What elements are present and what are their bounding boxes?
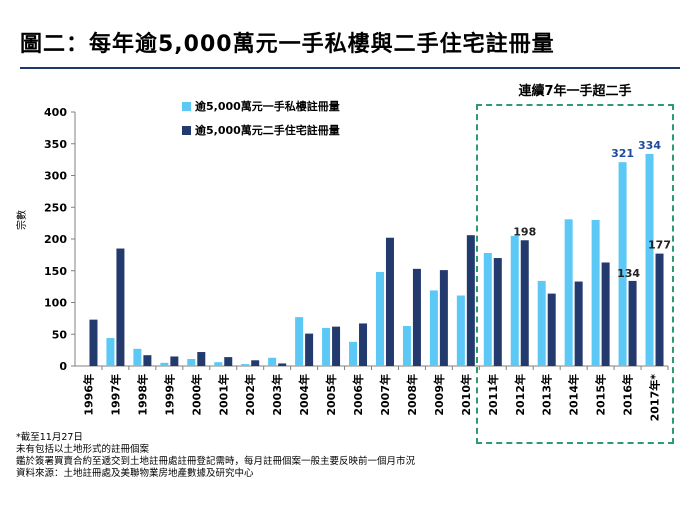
bar-first-hand bbox=[322, 327, 331, 366]
legend-swatch-first-hand bbox=[182, 101, 191, 111]
x-tick-label: 2000年 bbox=[189, 374, 203, 416]
highlight-label: 連續7年一手超二手 bbox=[518, 84, 632, 99]
x-tick-label: 2003年 bbox=[270, 374, 284, 416]
bar-first-hand bbox=[618, 162, 627, 366]
footnote: 資料來源：土地註冊處及美聯物業房地產數據及研究中心 bbox=[16, 468, 254, 479]
bar-first-hand bbox=[295, 317, 304, 366]
bar-first-hand bbox=[645, 153, 654, 366]
y-tick-label: 250 bbox=[44, 201, 67, 214]
bar-second-hand bbox=[197, 352, 206, 366]
x-tick-label: 2011年 bbox=[486, 374, 500, 416]
bar-first-hand bbox=[456, 295, 465, 366]
y-tick-label: 400 bbox=[44, 106, 67, 119]
bar-second-hand bbox=[574, 281, 583, 366]
data-label: 134 bbox=[617, 267, 640, 280]
bar-second-hand bbox=[332, 326, 341, 366]
bar-first-hand bbox=[591, 219, 600, 366]
bar-first-hand bbox=[268, 357, 277, 366]
x-tick-label: 2017年* bbox=[648, 374, 662, 422]
x-tick-label: 2002年 bbox=[243, 374, 257, 416]
x-tick-label: 2013年 bbox=[540, 374, 554, 416]
footnotes: *截至11月27日 未有包括以土地形式的註冊個案 鑑於簽署買賣合約至遞交到土地註… bbox=[16, 432, 415, 480]
data-label: 198 bbox=[513, 225, 536, 238]
y-tick-label: 200 bbox=[44, 233, 67, 246]
bar-second-hand bbox=[655, 253, 664, 366]
x-tick-label: 1999年 bbox=[162, 374, 176, 416]
highlight-box bbox=[476, 104, 674, 444]
bar-first-hand bbox=[564, 219, 573, 366]
bar-first-hand bbox=[160, 362, 169, 366]
bar-second-hand bbox=[412, 268, 421, 366]
data-label: 321 bbox=[611, 147, 634, 160]
bar-second-hand bbox=[520, 240, 529, 366]
bar-second-hand bbox=[251, 360, 260, 366]
bar-second-hand bbox=[601, 262, 610, 366]
footnote: 鑑於簽署買賣合約至遞交到土地註冊處註冊登記需時，每月註冊個案一般主要反映前一個月… bbox=[16, 456, 416, 467]
bar-first-hand bbox=[483, 252, 492, 366]
x-tick-label: 2004年 bbox=[297, 374, 311, 416]
footnote: *截至11月27日 bbox=[16, 432, 83, 443]
x-tick-label: 1996年 bbox=[81, 374, 95, 416]
bar-first-hand bbox=[402, 325, 411, 366]
legend-label-second-hand: 逾5,000萬元二手住宅註冊量 bbox=[195, 124, 340, 137]
title-divider bbox=[20, 67, 680, 69]
y-tick-label: 0 bbox=[59, 360, 67, 373]
bar-first-hand bbox=[214, 362, 223, 366]
chart-title: 圖二：每年逾5,000萬元一手私樓與二手住宅註冊量 bbox=[20, 32, 555, 57]
bar-second-hand bbox=[89, 319, 98, 366]
bar-first-hand bbox=[510, 235, 519, 366]
legend-item-second-hand: 逾5,000萬元二手住宅註冊量 bbox=[182, 122, 340, 138]
bar-second-hand bbox=[439, 270, 448, 366]
y-tick-label: 50 bbox=[52, 328, 68, 341]
legend-item-first-hand: 逾5,000萬元一手私樓註冊量 bbox=[182, 98, 340, 114]
y-tick-label: 350 bbox=[44, 138, 67, 151]
x-tick-label: 2012年 bbox=[513, 374, 527, 416]
x-tick-label: 2007年 bbox=[378, 374, 392, 416]
bar-second-hand bbox=[116, 248, 125, 366]
y-tick-label: 300 bbox=[44, 170, 67, 183]
x-tick-label: 2014年 bbox=[567, 374, 581, 416]
x-tick-label: 2016年 bbox=[621, 374, 635, 416]
bar-second-hand bbox=[547, 293, 556, 366]
x-tick-label: 2008年 bbox=[405, 374, 419, 416]
x-tick-label: 2005年 bbox=[324, 374, 338, 416]
bar-second-hand bbox=[385, 237, 394, 366]
x-tick-label: 2010年 bbox=[459, 374, 473, 416]
x-tick-label: 2001年 bbox=[216, 374, 230, 416]
bar-second-hand bbox=[143, 355, 152, 366]
y-tick-label: 150 bbox=[44, 265, 67, 278]
bar-first-hand bbox=[537, 280, 546, 366]
x-tick-label: 2006年 bbox=[351, 374, 365, 416]
bar-first-hand bbox=[375, 272, 384, 366]
footnote: 未有包括以土地形式的註冊個案 bbox=[16, 444, 150, 455]
x-tick-label: 1998年 bbox=[135, 374, 149, 416]
data-label: 334 bbox=[638, 139, 661, 152]
bar-second-hand bbox=[628, 280, 637, 366]
bar-first-hand bbox=[106, 338, 115, 366]
bar-first-hand bbox=[429, 290, 438, 366]
bar-second-hand bbox=[466, 235, 475, 366]
bar-first-hand bbox=[349, 341, 358, 366]
x-tick-label: 1997年 bbox=[108, 374, 122, 416]
x-tick-label: 2009年 bbox=[432, 374, 446, 416]
bar-first-hand bbox=[241, 364, 250, 366]
bar-first-hand bbox=[133, 348, 142, 366]
bar-second-hand bbox=[278, 363, 287, 366]
data-label: 177 bbox=[648, 239, 671, 252]
bar-second-hand bbox=[170, 356, 179, 366]
bar-second-hand bbox=[224, 357, 233, 366]
bar-second-hand bbox=[493, 258, 502, 366]
y-tick-label: 100 bbox=[44, 297, 67, 310]
x-tick-label: 2015年 bbox=[594, 374, 608, 416]
legend-swatch-second-hand bbox=[182, 125, 191, 135]
bar-second-hand bbox=[359, 323, 368, 366]
bar-second-hand bbox=[305, 333, 314, 366]
bar-first-hand bbox=[187, 359, 196, 366]
legend-label-first-hand: 逾5,000萬元一手私樓註冊量 bbox=[195, 100, 340, 113]
